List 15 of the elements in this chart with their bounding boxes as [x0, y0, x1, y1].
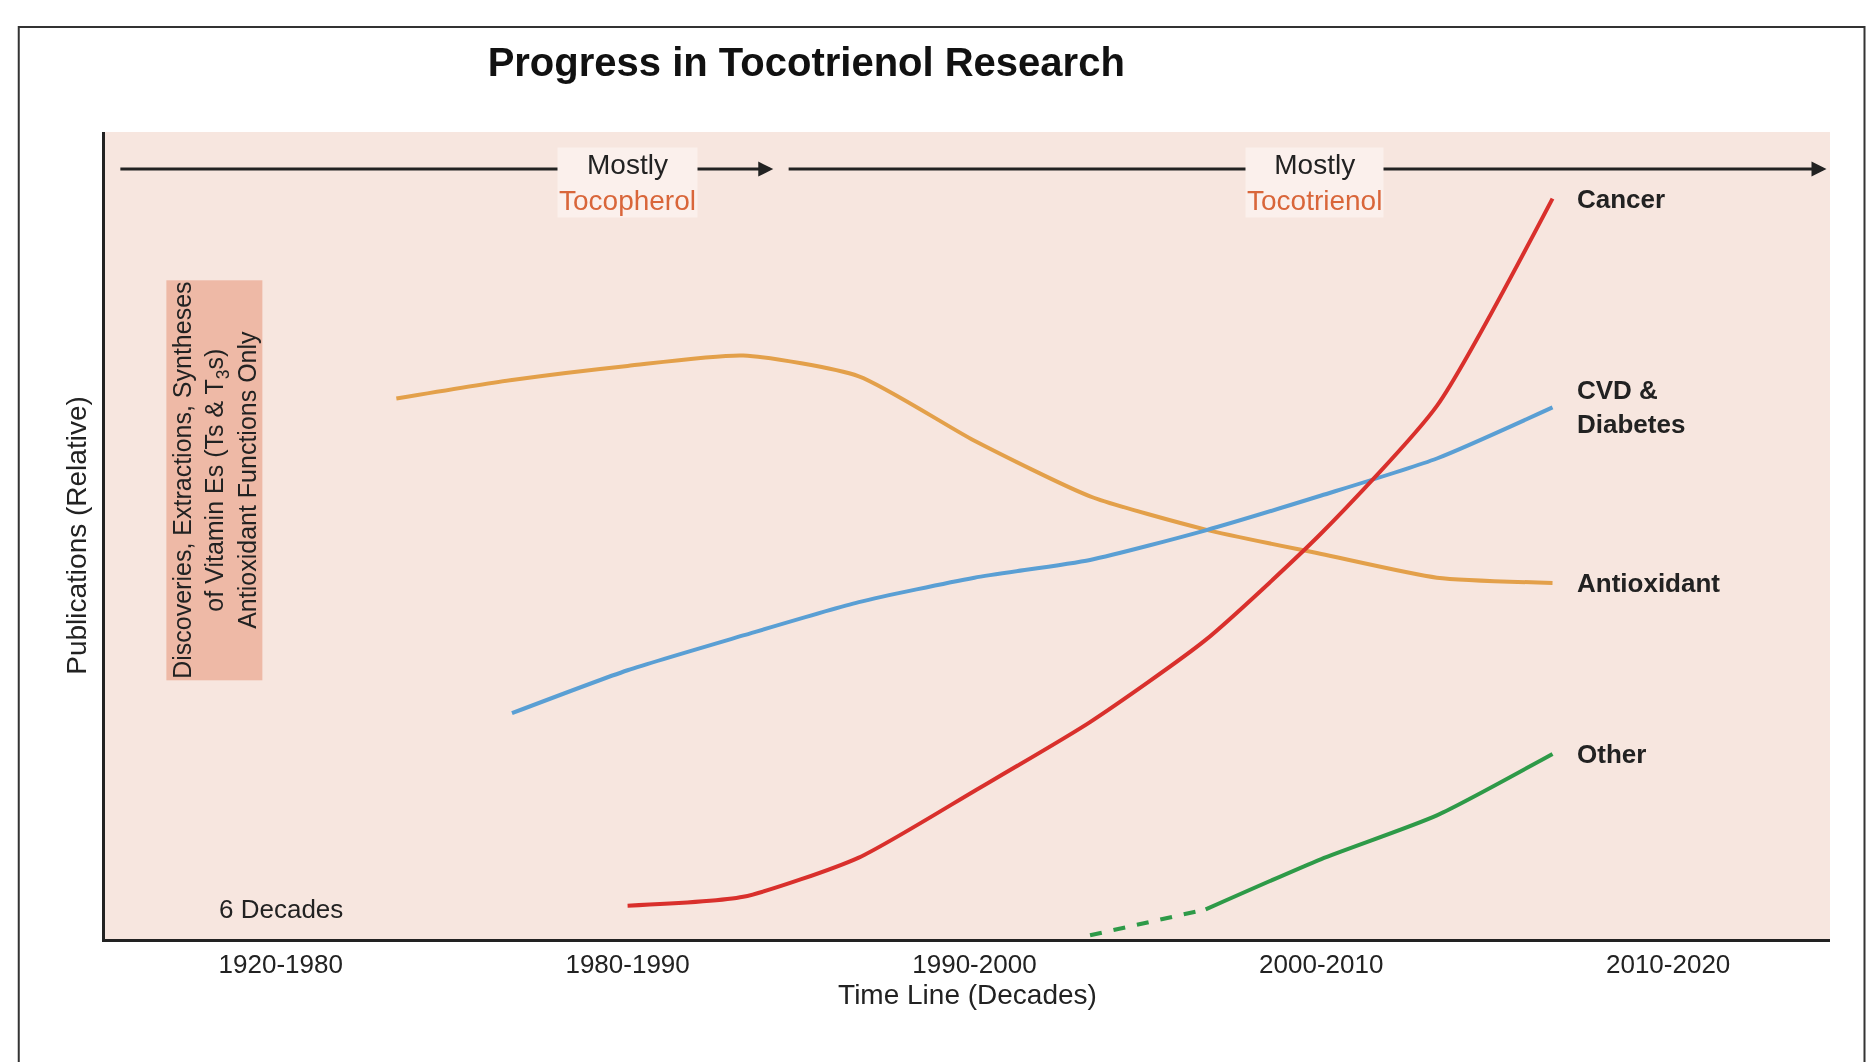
x-tick-label: 2000-2010 [1259, 949, 1384, 980]
x-tick-label: 2010-2020 [1605, 949, 1731, 980]
y-axis-title: Publications (Relative) [60, 396, 92, 675]
x-tick-label: 1990-2000 [912, 949, 1037, 980]
annotation: 6 Decades [219, 894, 344, 924]
annotation: Mostly Tocopherol [559, 149, 696, 217]
series-label: Antioxidant [1577, 568, 1721, 598]
x-tick-label: 1920-1980 [218, 949, 343, 980]
annotation: Mostly Tocotrienol [1247, 149, 1383, 217]
chart-title: Progress in Tocotrienol Research [487, 39, 1125, 84]
series-label: Other [1577, 739, 1647, 769]
series-label: Cancer [1577, 184, 1666, 214]
x-tick-label: 1980-1990 [565, 949, 690, 980]
series-label: CVD & Diabetes [1577, 375, 1686, 439]
x-axis-title: Time Line (Decades) [838, 979, 1097, 1011]
